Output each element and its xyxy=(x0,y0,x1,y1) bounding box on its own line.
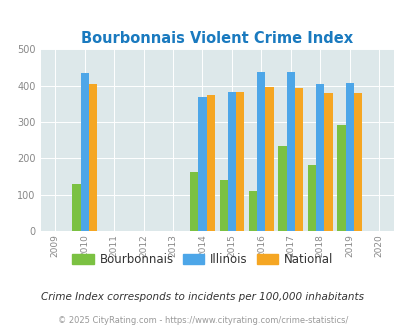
Bar xyxy=(198,97,206,231)
Title: Bourbonnais Violent Crime Index: Bourbonnais Violent Crime Index xyxy=(81,31,352,46)
Bar xyxy=(206,95,214,231)
Bar xyxy=(315,84,324,231)
Bar xyxy=(307,165,315,231)
Bar xyxy=(81,73,89,231)
Text: Crime Index corresponds to incidents per 100,000 inhabitants: Crime Index corresponds to incidents per… xyxy=(41,292,364,302)
Bar xyxy=(257,72,265,231)
Bar xyxy=(337,125,345,231)
Legend: Bourbonnais, Illinois, National: Bourbonnais, Illinois, National xyxy=(67,248,338,271)
Bar xyxy=(278,146,286,231)
Bar xyxy=(353,93,361,231)
Bar xyxy=(286,72,294,231)
Bar xyxy=(190,172,198,231)
Bar xyxy=(248,191,257,231)
Bar xyxy=(89,83,97,231)
Bar xyxy=(219,180,227,231)
Bar xyxy=(345,83,353,231)
Bar xyxy=(265,87,273,231)
Bar xyxy=(294,88,303,231)
Text: © 2025 CityRating.com - https://www.cityrating.com/crime-statistics/: © 2025 CityRating.com - https://www.city… xyxy=(58,316,347,325)
Bar xyxy=(72,184,81,231)
Bar xyxy=(324,93,332,231)
Bar xyxy=(235,92,244,231)
Bar xyxy=(227,92,235,231)
